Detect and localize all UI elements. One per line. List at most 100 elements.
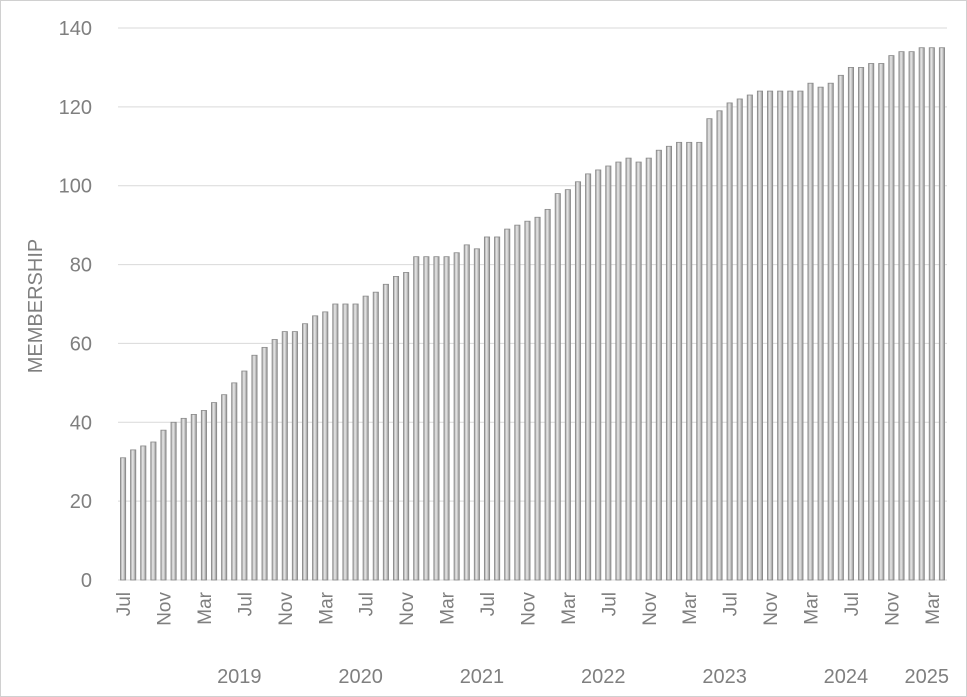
x-axis-month-labels: Jul Nov Mar Jul Nov Mar Jul Nov Mar Jul Nov Mar Jul N…: [114, 591, 944, 625]
x-tick-label: Jul: [842, 592, 863, 616]
bar: [827, 82, 834, 581]
bar: [534, 216, 541, 581]
bar: [726, 102, 733, 581]
x-tick-label: Nov: [518, 592, 539, 626]
x-year-label: 2024: [824, 666, 869, 688]
bar: [413, 256, 420, 581]
bar: [736, 98, 743, 581]
y-axis-tick-labels: 0 20 40 60 80 100 120 140: [59, 18, 92, 592]
bar: [332, 303, 339, 581]
x-tick-label: Jul: [478, 592, 499, 616]
bar: [868, 63, 875, 581]
bar: [787, 90, 794, 581]
y-tick-label: 20: [70, 491, 92, 513]
y-tick-label: 140: [59, 18, 92, 40]
bar: [291, 331, 298, 581]
bar: [312, 315, 319, 581]
x-tick-label: Nov: [276, 592, 297, 626]
bar: [140, 445, 147, 581]
bar: [878, 63, 885, 581]
bar: [797, 90, 804, 581]
y-axis-label: MEMBERSHIP: [25, 239, 47, 373]
y-tick-label: 80: [70, 255, 92, 277]
bar: [514, 224, 521, 581]
x-year-label: 2019: [217, 666, 262, 688]
x-year-label: 2025: [905, 666, 950, 688]
bar: [777, 90, 784, 581]
bar: [423, 256, 430, 581]
x-tick-label: Mar: [195, 591, 216, 624]
bar: [160, 429, 167, 581]
x-tick-label: Jul: [357, 592, 378, 616]
bar: [342, 303, 349, 581]
bar: [746, 94, 753, 581]
bar: [908, 51, 915, 581]
bar: [453, 252, 460, 581]
bar: [817, 86, 824, 581]
bar: [716, 110, 723, 581]
bar: [605, 165, 612, 581]
bar: [645, 157, 652, 581]
bar: [403, 272, 410, 581]
x-tick-label: Jul: [235, 592, 256, 616]
x-axis-year-labels: 2019 2020 2021 2022 2023 2024 2025: [217, 666, 949, 688]
y-tick-label: 40: [70, 412, 92, 434]
x-year-label: 2023: [702, 666, 747, 688]
bar: [564, 189, 571, 581]
bar: [322, 311, 329, 581]
bar: [150, 441, 157, 581]
bar: [241, 370, 248, 581]
bar: [635, 161, 642, 581]
bar: [888, 55, 895, 581]
bar: [443, 256, 450, 581]
bar: [433, 256, 440, 581]
x-tick-label: Mar: [680, 591, 701, 624]
bar: [504, 228, 511, 581]
bar: [676, 141, 683, 581]
x-tick-label: Mar: [559, 591, 580, 624]
bar: [595, 169, 602, 581]
bar: [382, 283, 389, 581]
x-tick-label: Jul: [599, 592, 620, 616]
bar: [231, 382, 238, 581]
bar: [392, 275, 400, 581]
bar: [261, 346, 268, 581]
y-tick-label: 100: [59, 176, 92, 198]
bar: [524, 220, 531, 581]
x-year-label: 2020: [338, 666, 383, 688]
bar: [180, 417, 187, 581]
bar: [858, 67, 865, 581]
bar: [372, 291, 379, 581]
bar: [655, 149, 662, 581]
bar: [686, 141, 693, 581]
bar: [767, 90, 774, 581]
bar: [170, 421, 177, 581]
bar: [696, 141, 703, 581]
x-tick-label: Nov: [761, 592, 782, 626]
x-tick-label: Nov: [640, 592, 661, 626]
x-tick-label: Jul: [114, 592, 135, 616]
x-year-label: 2021: [460, 666, 505, 688]
bar: [918, 47, 925, 581]
bar: [120, 457, 127, 581]
x-tick-label: Mar: [802, 591, 823, 624]
bar: [837, 74, 844, 581]
x-tick-label: Nov: [154, 592, 175, 626]
bar: [463, 244, 470, 581]
bar: [483, 236, 491, 581]
y-tick-label: 120: [59, 97, 92, 119]
bar: [615, 161, 622, 581]
bar: [221, 394, 228, 581]
bar: [251, 354, 258, 581]
bar: [847, 67, 854, 581]
bar: [938, 47, 945, 581]
y-tick-label: 0: [81, 570, 92, 592]
bar: [281, 331, 288, 581]
bar: [130, 449, 137, 581]
bar: [665, 145, 673, 581]
bar: [928, 47, 935, 581]
bar: [352, 303, 359, 581]
bar: [544, 208, 551, 581]
